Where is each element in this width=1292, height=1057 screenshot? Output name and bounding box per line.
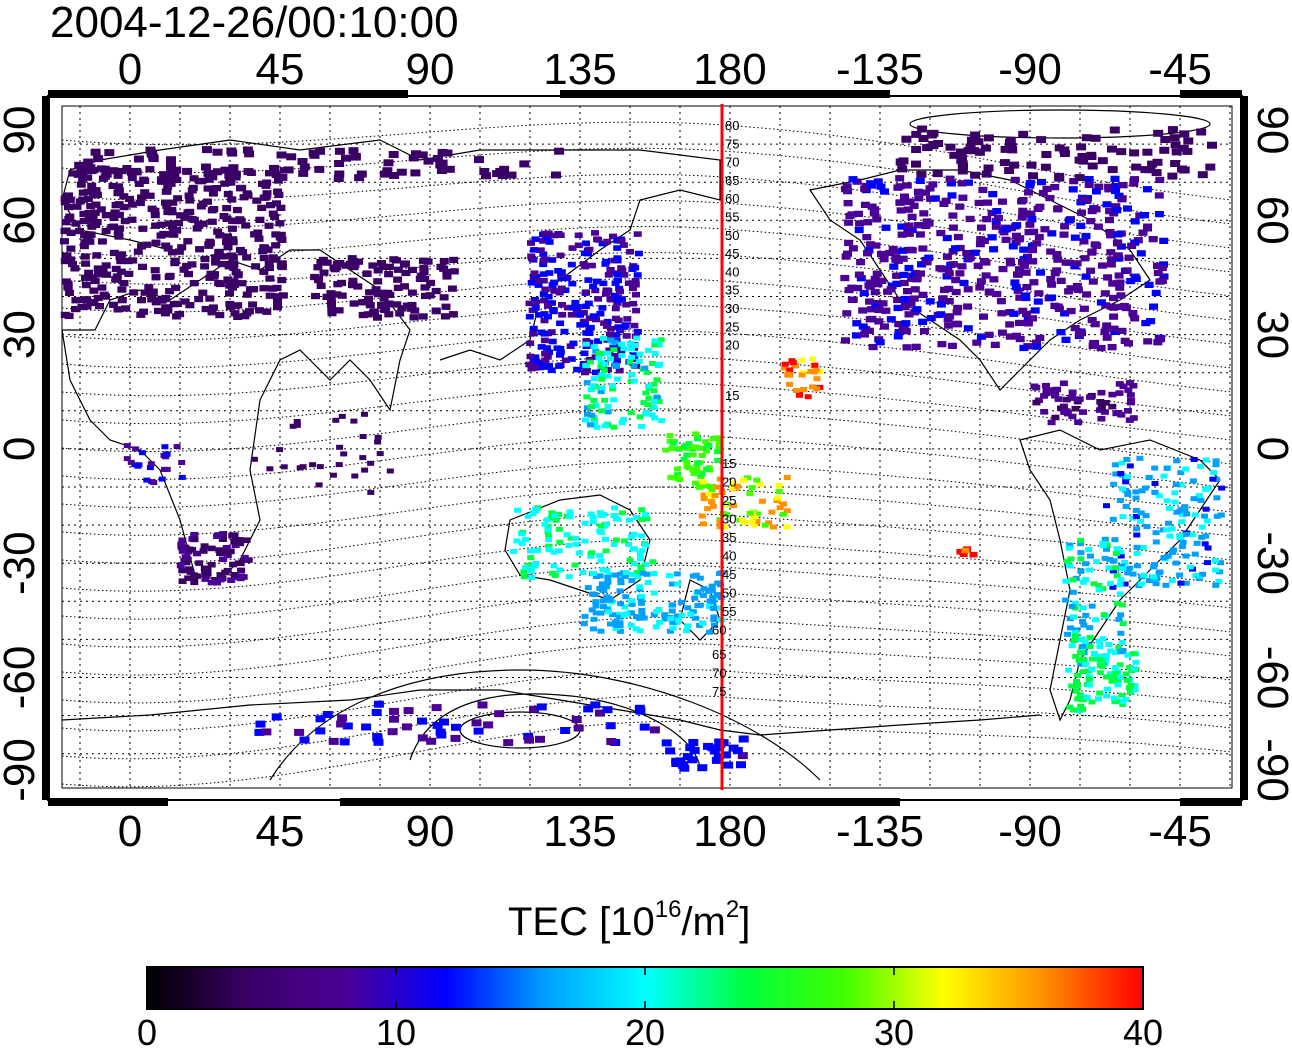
longitude-label: -90 bbox=[998, 807, 1062, 856]
latitude-label: 90 bbox=[1248, 106, 1292, 155]
latitude-label: -30 bbox=[1248, 531, 1292, 595]
meridian-label: 30 bbox=[725, 301, 739, 316]
magnetic-latitude-contours bbox=[61, 121, 1233, 788]
colorbar-ticks bbox=[146, 967, 1144, 1009]
longitude-label: 0 bbox=[118, 807, 142, 856]
colorbar-tick-label: 20 bbox=[624, 1012, 666, 1053]
left-latitude-labels: 90 60 30 0 -30 -60 -90 bbox=[0, 106, 44, 802]
latitude-label: 0 bbox=[1248, 437, 1292, 461]
meridian-label: 55 bbox=[725, 210, 739, 225]
map-timestamp: 2004-12-26/00:10:00 bbox=[50, 0, 459, 47]
colorbar-title-unit-exponent: 2 bbox=[725, 896, 740, 923]
colorbar-tick-label: 30 bbox=[873, 1012, 915, 1053]
bottom-longitude-labels: 0 45 90 135 180 -135 -90 -45 bbox=[118, 807, 1212, 856]
meridian-label: 55 bbox=[722, 604, 736, 619]
latitude-label: 60 bbox=[0, 196, 44, 245]
map-frame bbox=[47, 95, 1243, 801]
meridian-label: 15 bbox=[725, 388, 739, 403]
meridian-label: 25 bbox=[725, 319, 739, 334]
latitude-label: 60 bbox=[1248, 196, 1292, 245]
latitude-label: -30 bbox=[0, 531, 44, 595]
longitude-label: 0 bbox=[118, 45, 142, 94]
meridian-label: 50 bbox=[725, 228, 739, 243]
longitude-label: -135 bbox=[836, 45, 924, 94]
latitude-label: -90 bbox=[1248, 738, 1292, 802]
latitude-label: -90 bbox=[0, 738, 44, 802]
meridian-label: 40 bbox=[725, 264, 739, 279]
meridian-label: 60 bbox=[725, 191, 739, 206]
meridian-label: 30 bbox=[722, 512, 736, 527]
right-latitude-labels: 90 60 30 0 -30 -60 -90 bbox=[1248, 106, 1292, 802]
colorbar-title-unit: /m bbox=[681, 900, 726, 944]
meridian-label: 25 bbox=[722, 493, 736, 508]
meridian-label: 70 bbox=[712, 666, 726, 681]
plot-area bbox=[61, 105, 1233, 789]
meridian-label: 70 bbox=[725, 155, 739, 170]
meridian-label: 65 bbox=[725, 173, 739, 188]
colorbar-tick-label: 40 bbox=[1122, 1012, 1164, 1053]
colorbar-title: TEC [1016/m2] bbox=[508, 896, 751, 945]
meridian-latitude-labels: 80 75 70 65 60 55 50 45 40 35 30 25 20 15 15 20 25 30 35 40… bbox=[712, 118, 739, 699]
meridian-label: 15 bbox=[722, 456, 736, 471]
latitude-label: -60 bbox=[1248, 646, 1292, 710]
colorbar-tick-label: 0 bbox=[136, 1012, 158, 1053]
meridian-label: 45 bbox=[725, 246, 739, 261]
meridian-label: 20 bbox=[725, 338, 739, 353]
latitude-label: 30 bbox=[1248, 310, 1292, 359]
meridian-label: 35 bbox=[722, 530, 736, 545]
meridian-label: 20 bbox=[722, 475, 736, 490]
latitude-label: -60 bbox=[0, 646, 44, 710]
meridian-label: 60 bbox=[712, 623, 726, 638]
colorbar-tick-label: 10 bbox=[375, 1012, 417, 1053]
longitude-label: -45 bbox=[1148, 45, 1212, 94]
frame-bars bbox=[42, 90, 1248, 806]
longitude-label: 135 bbox=[543, 45, 616, 94]
meridian-label: 80 bbox=[725, 118, 739, 133]
longitude-label: 135 bbox=[543, 807, 616, 856]
meridian-label: 45 bbox=[722, 567, 736, 582]
tec-cells bbox=[60, 125, 1226, 772]
longitude-label: 45 bbox=[256, 45, 305, 94]
meridian-label: 50 bbox=[722, 586, 736, 601]
latitude-label: 0 bbox=[0, 437, 44, 461]
latitude-label: 90 bbox=[0, 106, 44, 155]
longitude-label: -90 bbox=[998, 45, 1062, 94]
latitude-label: 30 bbox=[0, 310, 44, 359]
longitude-label: 90 bbox=[406, 807, 455, 856]
meridian-label: 65 bbox=[712, 647, 726, 662]
colorbar-title-text: TEC [10 bbox=[508, 900, 655, 944]
longitude-label: -45 bbox=[1148, 807, 1212, 856]
longitude-label: -135 bbox=[836, 807, 924, 856]
meridian-label: 40 bbox=[722, 549, 736, 564]
colorbar-title-end: ] bbox=[739, 900, 751, 944]
longitude-label: 180 bbox=[693, 807, 766, 856]
colorbar-title-exponent: 16 bbox=[654, 896, 682, 923]
longitude-label: 90 bbox=[406, 45, 455, 94]
top-longitude-labels: 0 45 90 135 180 -135 -90 -45 bbox=[118, 45, 1212, 94]
longitude-label: 180 bbox=[693, 45, 766, 94]
meridian-label: 75 bbox=[725, 136, 739, 151]
meridian-label: 35 bbox=[725, 283, 739, 298]
longitude-label: 45 bbox=[256, 807, 305, 856]
meridian-label: 75 bbox=[712, 684, 726, 699]
